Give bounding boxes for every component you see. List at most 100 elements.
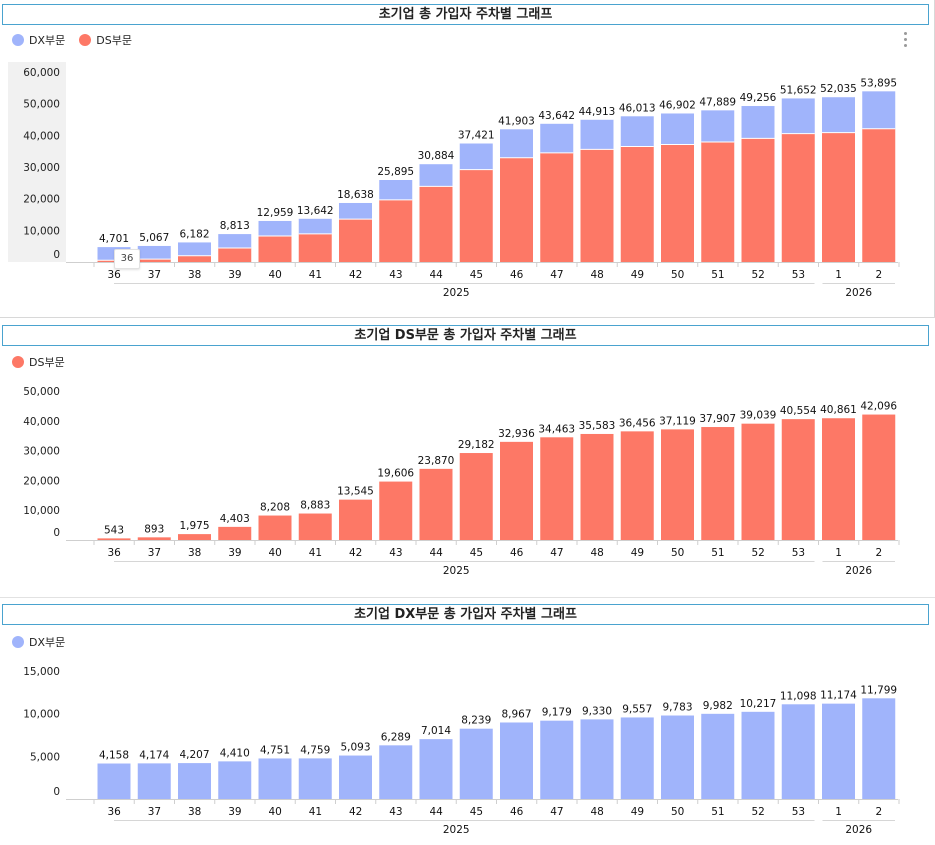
bar-ds xyxy=(459,169,493,262)
data-label: 49,256 xyxy=(740,92,777,104)
x-tick-label: 37 xyxy=(148,547,161,559)
bar xyxy=(741,711,775,799)
bar-ds xyxy=(298,233,332,262)
bar-dx xyxy=(258,220,292,237)
legend-item-ds[interactable]: DS부문 xyxy=(79,32,132,48)
data-label: 9,557 xyxy=(622,703,652,715)
bar xyxy=(258,515,292,540)
y-tick-label: 30,000 xyxy=(23,162,60,174)
data-label: 46,013 xyxy=(619,102,656,114)
data-label: 11,098 xyxy=(780,690,817,702)
x-tick-label: 1 xyxy=(835,806,842,818)
bar xyxy=(862,414,896,540)
x-tick-label: 50 xyxy=(671,547,684,559)
bar-dx xyxy=(781,98,815,134)
ds-subscribers-panel: 초기업 DS부문 총 가입자 주차별 그래프 DS부문 0 10,000 20,00… xyxy=(0,322,935,598)
data-label: 8,883 xyxy=(300,500,330,512)
bar-ds xyxy=(580,149,614,262)
bar-ds xyxy=(661,144,694,262)
data-label: 6,182 xyxy=(179,228,209,240)
bar-dx xyxy=(862,91,896,129)
bar xyxy=(419,468,453,540)
bar-ds xyxy=(822,132,855,262)
data-label: 11,799 xyxy=(860,684,897,696)
x-tick-label: 38 xyxy=(188,269,201,281)
x-tick-label: 42 xyxy=(349,269,362,281)
data-label: 4,158 xyxy=(99,750,129,762)
data-label: 10,217 xyxy=(740,698,777,710)
bar-dx xyxy=(218,234,252,249)
y-tick-label: 50,000 xyxy=(23,386,60,398)
y-tick-label: 10,000 xyxy=(23,709,60,721)
data-label: 4,701 xyxy=(99,233,129,245)
bar-ds xyxy=(741,138,775,262)
data-label: 36,456 xyxy=(619,417,656,429)
y-tick-label: 10,000 xyxy=(23,225,60,237)
chart-legend: DX부문 DS부문 xyxy=(12,32,146,48)
data-label: 4,410 xyxy=(220,747,250,759)
data-label: 23,870 xyxy=(418,455,455,467)
x-tick-label: 53 xyxy=(792,547,805,559)
x-tick-label: 40 xyxy=(268,269,281,281)
bar-ds xyxy=(419,186,453,262)
x-tick-label: 41 xyxy=(309,269,322,281)
x-tick-label: 2 xyxy=(876,806,883,818)
y-tick-label: 0 xyxy=(53,527,60,539)
dx-subscribers-panel: 초기업 DX부문 총 가입자 주차별 그래프 DX부문 0 5,000 10,000… xyxy=(0,602,935,845)
year-label: 2025 xyxy=(443,565,470,577)
bar-dx xyxy=(298,218,332,234)
data-label: 7,014 xyxy=(421,725,451,737)
legend-item-ds[interactable]: DS부문 xyxy=(12,354,65,370)
x-tick-label: 49 xyxy=(631,547,644,559)
data-label: 8,208 xyxy=(260,502,290,514)
bar-dx xyxy=(339,202,372,220)
data-label: 25,895 xyxy=(377,166,414,178)
panel-title: 초기업 DX부문 총 가입자 주차별 그래프 xyxy=(2,604,929,625)
bar xyxy=(862,698,896,799)
data-label: 30,884 xyxy=(418,150,455,162)
data-label: 37,119 xyxy=(659,415,696,427)
bar-ds xyxy=(137,259,171,262)
x-tick-label: 47 xyxy=(550,547,563,559)
y-tick-label: 60,000 xyxy=(23,67,60,79)
legend-item-dx[interactable]: DX부문 xyxy=(12,634,65,650)
stacked-bar-chart: 0 10,000 20,000 30,000 40,000 50,000 60,000 4,7… xyxy=(8,62,900,299)
bar-dx xyxy=(178,242,211,256)
data-label: 18,638 xyxy=(337,189,374,201)
bar xyxy=(661,715,694,799)
chart-menu-icon[interactable] xyxy=(902,32,908,50)
x-tick-label: 46 xyxy=(510,806,524,818)
bar-dx xyxy=(137,245,171,260)
bar xyxy=(339,499,372,540)
bar-ds xyxy=(379,199,413,262)
bar-ds xyxy=(500,157,533,262)
data-label: 8,967 xyxy=(501,708,531,720)
bar xyxy=(419,739,453,799)
legend-label-ds: DS부문 xyxy=(29,356,65,369)
bar xyxy=(701,427,735,540)
data-label: 9,179 xyxy=(542,707,572,719)
bar-dx xyxy=(741,106,775,139)
bar-ds xyxy=(701,141,735,262)
x-tick-label: 50 xyxy=(671,269,684,281)
data-label: 893 xyxy=(144,523,164,535)
bar-dx xyxy=(580,119,614,150)
x-tick-label: 2 xyxy=(876,269,883,281)
year-label: 2026 xyxy=(845,565,872,577)
x-tick-label: 1 xyxy=(835,269,842,281)
data-label: 12,959 xyxy=(257,207,294,219)
data-label: 35,583 xyxy=(579,420,616,432)
data-label: 5,093 xyxy=(340,742,370,754)
legend-item-dx[interactable]: DX부문 xyxy=(12,32,65,48)
x-tick-label: 41 xyxy=(309,806,322,818)
data-label: 37,421 xyxy=(458,130,495,142)
x-tick-label: 47 xyxy=(550,806,563,818)
bar-dx xyxy=(822,97,855,133)
bar xyxy=(781,704,815,799)
bar-ds xyxy=(540,152,574,262)
bar xyxy=(137,763,171,799)
y-tick-label: 0 xyxy=(53,249,60,261)
x-tick-label: 38 xyxy=(188,547,201,559)
x-tick-label: 50 xyxy=(671,806,684,818)
data-label: 39,039 xyxy=(740,410,777,422)
